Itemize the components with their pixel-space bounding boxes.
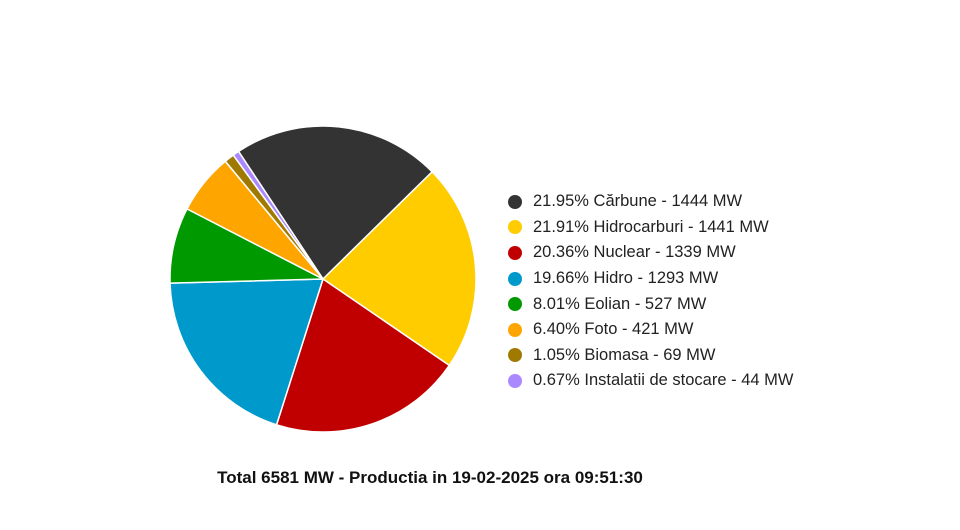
legend-item-4: 8.01% Eolian - 527 MW [508, 291, 793, 317]
legend-item-7: 0.67% Instalatii de stocare - 44 MW [508, 368, 793, 394]
legend-swatch [508, 297, 522, 312]
chart-legend: 21.95% Cărbune - 1444 MW 21.91% Hidrocarb… [508, 189, 793, 394]
legend-label: 19.66% Hidro - 1293 MW [533, 269, 719, 288]
legend-swatch [508, 322, 522, 337]
legend-swatch [508, 348, 522, 363]
legend-item-1: 21.91% Hidrocarburi - 1441 MW [508, 215, 793, 241]
legend-label: 21.91% Hidrocarburi - 1441 MW [533, 217, 769, 236]
legend-swatch [508, 271, 522, 286]
legend-label: 1.05% Biomasa - 69 MW [533, 345, 716, 364]
legend-label: 0.67% Instalatii de stocare - 44 MW [533, 371, 794, 390]
legend-label: 21.95% Cărbune - 1444 MW [533, 192, 743, 211]
footer-total-text: Total 6581 MW - Productia in 19-02-2025 … [217, 468, 643, 487]
chart-footer: Total 6581 MW - Productia in 19-02-2025 … [0, 468, 960, 488]
legend-item-0: 21.95% Cărbune - 1444 MW [508, 189, 793, 215]
pie-slice-7 [232, 150, 324, 280]
legend-swatch [508, 373, 522, 388]
legend-swatch [508, 194, 522, 209]
pie-slice-3 [169, 278, 324, 426]
pie-slice-1 [322, 171, 477, 367]
pie-slice-2 [275, 278, 451, 433]
legend-item-5: 6.40% Foto - 421 MW [508, 317, 793, 343]
legend-item-3: 19.66% Hidro - 1293 MW [508, 266, 793, 292]
legend-label: 8.01% Eolian - 527 MW [533, 294, 707, 313]
legend-label: 6.40% Foto - 421 MW [533, 320, 694, 339]
pie-slice-0 [237, 125, 433, 280]
legend-item-2: 20.36% Nuclear - 1339 MW [508, 240, 793, 266]
legend-swatch [508, 245, 522, 260]
legend-swatch [508, 220, 522, 235]
legend-label: 20.36% Nuclear - 1339 MW [533, 243, 736, 262]
legend-item-6: 1.05% Biomasa - 69 MW [508, 343, 793, 369]
